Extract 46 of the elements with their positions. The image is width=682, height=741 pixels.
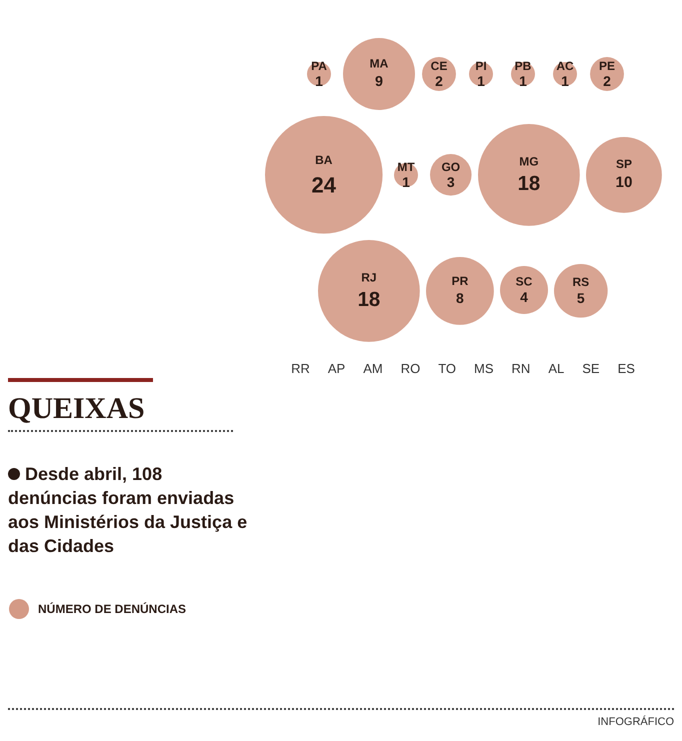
category-label: RJ: [362, 270, 377, 284]
category-label: CE: [430, 59, 448, 73]
text: Desde abril, 108 denúncias foram enviadas aos Ministérios da Justiça e das Cidades: [8, 463, 248, 558]
category-label: AC: [556, 59, 574, 73]
text: SE: [582, 361, 600, 376]
text: RR: [291, 361, 310, 376]
category-label: RS: [572, 274, 590, 289]
data-label: 8: [456, 289, 464, 306]
category-label: MG: [518, 154, 538, 169]
text: QUEIXAS: [8, 392, 146, 426]
data-label: 2: [435, 73, 444, 89]
category-label: PB: [514, 59, 532, 73]
text: RO: [400, 361, 420, 376]
text: RN: [512, 361, 530, 376]
data-label: 24: [311, 172, 336, 198]
category-label: MT: [397, 160, 416, 174]
data-label: 1: [315, 73, 324, 89]
data-label: 1: [477, 73, 486, 89]
data-label: 18: [517, 173, 540, 196]
category-label: MA: [370, 56, 389, 71]
category-label: BA: [314, 153, 332, 168]
legend-label: NÚMERO DE DENÚNCIAS: [38, 602, 186, 616]
data-label: 1: [402, 174, 410, 190]
data-label: 10: [615, 174, 632, 191]
category-label: PI: [475, 59, 487, 73]
data-label: 18: [358, 288, 381, 311]
data-label: 4: [520, 289, 528, 306]
text: INFOGRÁFICO: [598, 716, 674, 728]
category-label: PA: [311, 59, 328, 73]
data-label: 3: [447, 174, 456, 190]
text: AP: [328, 361, 346, 376]
category-label: SP: [615, 156, 632, 171]
text: MS: [474, 361, 494, 376]
text: ES: [618, 361, 635, 376]
text: TO: [438, 361, 456, 376]
text: AL: [548, 361, 564, 376]
category-label: PR: [452, 273, 469, 288]
data-label: 5: [576, 289, 585, 306]
data-label: 1: [561, 73, 570, 89]
data-label: 1: [519, 73, 528, 89]
category-label: GO: [442, 160, 460, 174]
text: AM: [363, 361, 383, 376]
data-label: 9: [374, 74, 384, 90]
category-label: PE: [598, 59, 616, 73]
category-label: SC: [516, 275, 533, 290]
data-label: 2: [603, 73, 612, 89]
